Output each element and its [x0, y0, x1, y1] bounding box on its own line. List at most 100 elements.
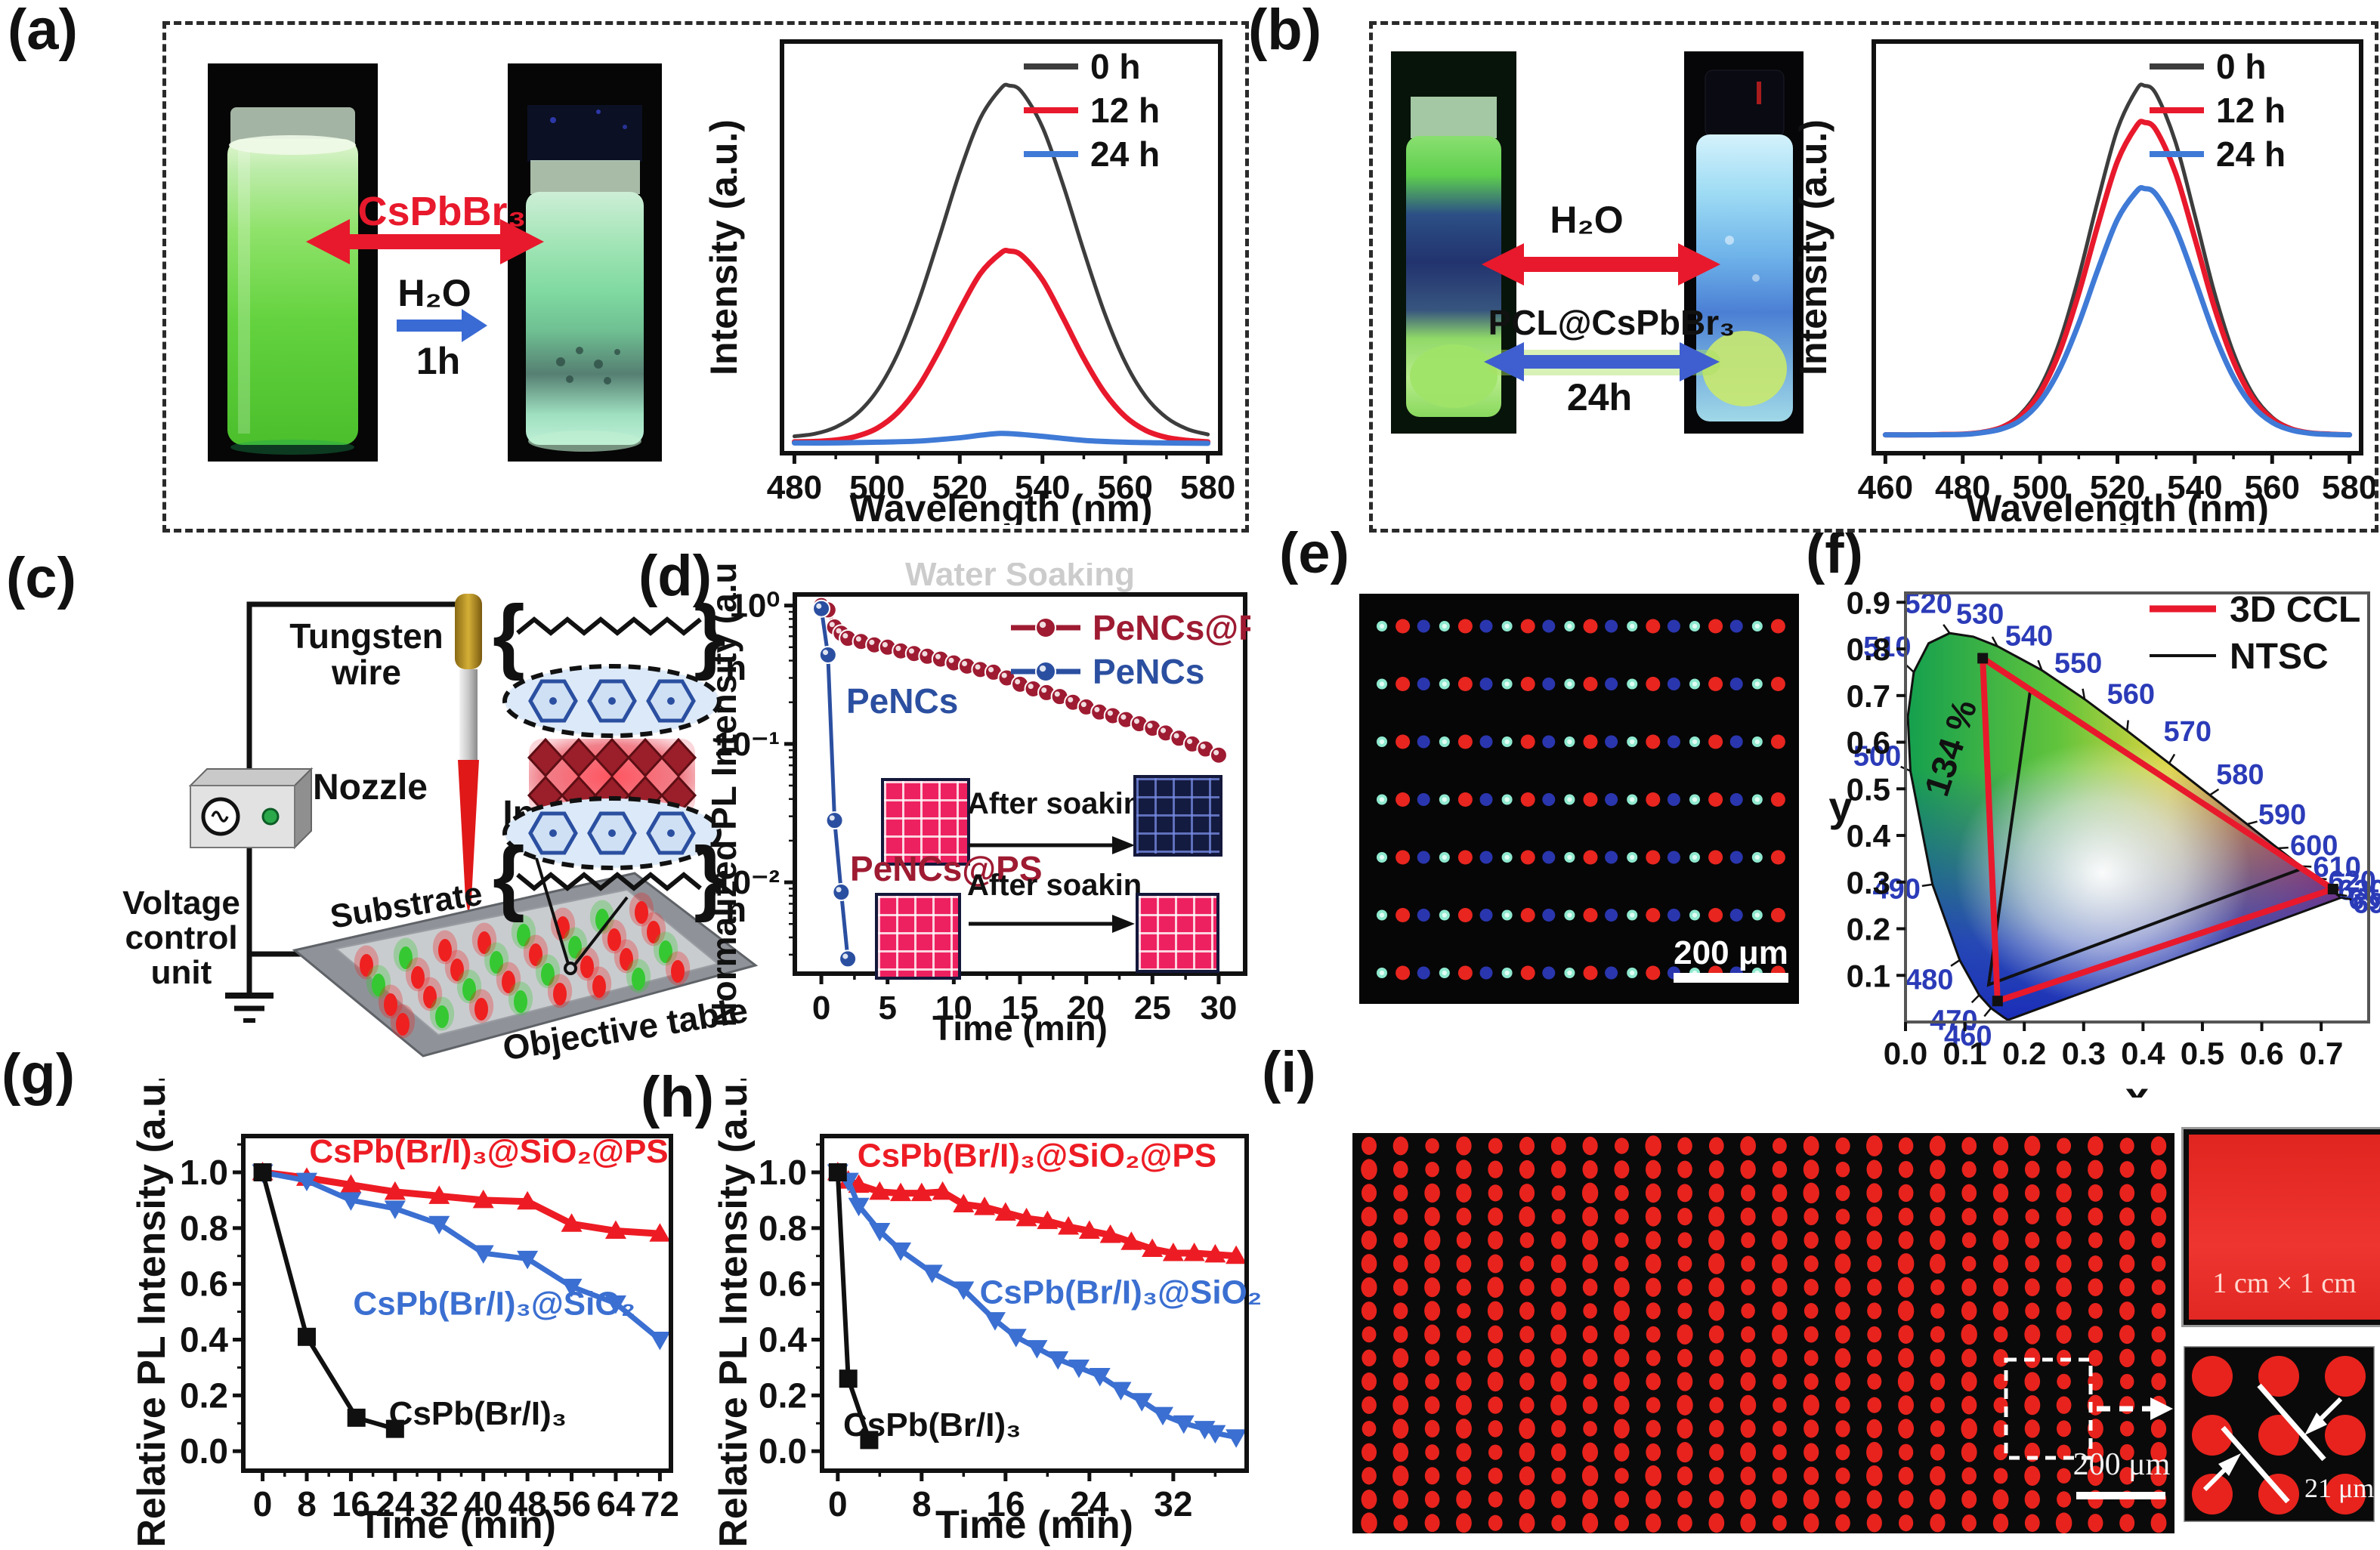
svg-text:550: 550 — [2054, 647, 2102, 679]
repeat-n-bottom: n — [725, 890, 746, 929]
svg-text:56: 56 — [552, 1484, 591, 1524]
svg-text:0.2: 0.2 — [1847, 912, 1890, 947]
svg-text:Wavelength (nm): Wavelength (nm) — [850, 487, 1153, 529]
panel-d-plot-area: Water Soaking 0 5 10 15 20 25 30 10⁰ 10⁻¹ 10⁻² Time… — [704, 541, 1285, 1065]
svg-text:490: 490 — [1872, 874, 1920, 906]
svg-text:530: 530 — [1956, 598, 2004, 630]
svg-text:570: 570 — [2164, 716, 2212, 748]
measure-line-2 — [2221, 1425, 2290, 1504]
phenyl-row-top — [502, 664, 722, 738]
svg-text:20: 20 — [1068, 990, 1105, 1027]
polymer-chain-top — [516, 616, 702, 636]
pencs-after-photo — [1133, 775, 1222, 857]
chart-d-plot: Water Soaking 0 5 10 15 20 25 30 10⁰ 10⁻¹ 10⁻² Time… — [704, 541, 1285, 1048]
svg-text:0.3: 0.3 — [1847, 865, 1890, 900]
svg-text:540: 540 — [2005, 620, 2053, 652]
svg-text:24: 24 — [1070, 1484, 1109, 1524]
red-double-arrow — [306, 219, 544, 264]
after-soaking-text-2: After soaking — [967, 869, 1141, 902]
panel-i-letter: (i) — [1262, 1040, 1316, 1104]
scalebar-label-e: 200 μm — [1674, 934, 1788, 971]
svg-text:Relative PL Intensity (a.u.): Relative PL Intensity (a.u.) — [718, 1079, 756, 1548]
nozzle-label: Nozzle — [313, 767, 428, 807]
svg-text:Time (min): Time (min) — [935, 1503, 1133, 1547]
inset-pointer-line — [573, 896, 629, 967]
svg-text:48: 48 — [508, 1484, 547, 1524]
svg-text:0.4: 0.4 — [759, 1320, 807, 1359]
vial-photo-before — [208, 63, 378, 462]
svg-text:PeNCs@PS: PeNCs@PS — [1093, 608, 1250, 647]
svg-text:1.0: 1.0 — [180, 1153, 228, 1192]
svg-text:Intensity (a.u.): Intensity (a.u.) — [703, 119, 745, 375]
svg-text:8: 8 — [912, 1484, 932, 1524]
svg-text:0.0: 0.0 — [180, 1431, 228, 1471]
svg-text:10: 10 — [935, 990, 972, 1027]
red-film-inset: 1 cm × 1 cm — [2184, 1129, 2380, 1325]
svg-text:580: 580 — [2216, 759, 2264, 791]
panel-b-box: H₂O PCL@CsPbBr₃ 24h 460 480 500 520 540 560 58… — [1369, 21, 2378, 533]
svg-text:CsPb(Br/I)₃@SiO₂@PS: CsPb(Br/I)₃@SiO₂@PS — [309, 1133, 668, 1170]
svg-text:690: 690 — [2353, 888, 2380, 919]
panel-c-letter: (c) — [6, 546, 76, 610]
h2o-label-b: H₂O — [1550, 199, 1623, 241]
dot-pitch-label: 21 μm — [2304, 1473, 2374, 1503]
svg-text:520: 520 — [2090, 469, 2145, 506]
panel-b-letter: (b) — [1248, 0, 1322, 62]
cspbbr3-label: CsPbBr₃ — [357, 189, 526, 234]
water-soaking-chart: Water Soaking 0 5 10 15 20 25 30 10⁰ 10⁻¹ 10⁻² Time… — [704, 541, 1285, 1048]
dot-zoom-inset: 21 μm — [2184, 1346, 2375, 1522]
power-led-icon — [261, 807, 280, 826]
svg-text:500: 500 — [2012, 469, 2067, 506]
time-1h-label: 1h — [416, 340, 460, 382]
scalebar-e — [1674, 973, 1788, 983]
ehd-printing-schematic: Tungsten wire Nozzle Ink Voltage control… — [122, 588, 759, 1060]
svg-text:}: } — [694, 588, 726, 681]
svg-text:10⁰: 10⁰ — [729, 588, 780, 625]
series-12h — [791, 248, 1211, 445]
pcl-cspbbr3-label: PCL@CsPbBr₃ — [1488, 303, 1736, 342]
series-CsPb(Br/I)3@SiO2 — [260, 1169, 663, 1342]
panel-a-content: CsPbBr₃ H₂O 1h 480 500 520 540 560 580 Wavelen… — [208, 39, 1235, 529]
svg-text:650: 650 — [2348, 884, 2380, 915]
chart-h-plot: 0 8 16 24 32 0.0 0.2 0.4 0.6 0.8 1.0 Time (min) Rela… — [718, 1079, 1262, 1548]
svg-text:16: 16 — [986, 1484, 1025, 1524]
svg-text:0.5: 0.5 — [2181, 1036, 2224, 1071]
svg-text:24: 24 — [376, 1484, 415, 1524]
svg-text:CsPb(Br/I)₃@SiO₂: CsPb(Br/I)₃@SiO₂ — [353, 1285, 635, 1322]
svg-text:0.9: 0.9 — [1847, 585, 1890, 620]
panel-a-letter: (a) — [8, 0, 78, 62]
svg-text:40: 40 — [464, 1484, 502, 1524]
panel-g-letter: (g) — [2, 1042, 76, 1107]
svg-text:0: 0 — [253, 1484, 273, 1524]
pl-spectrum-b: 460 480 500 520 540 560 580 Wavelength (nm) Inte… — [1794, 39, 2375, 525]
pencs-before-photo — [881, 778, 970, 866]
series-CsPb(Br/I)3@SiO2@PS — [259, 1169, 663, 1237]
svg-text:64: 64 — [596, 1484, 635, 1524]
svg-text:12 h: 12 h — [1090, 91, 1160, 130]
svg-text:0.2: 0.2 — [759, 1376, 807, 1415]
svg-text:0.4: 0.4 — [180, 1320, 228, 1359]
svg-text:0.3: 0.3 — [2062, 1036, 2106, 1071]
svg-text:0.7: 0.7 — [2299, 1036, 2343, 1071]
svg-text:540: 540 — [1015, 469, 1070, 506]
polymer-chain-bottom — [516, 872, 702, 891]
svg-text:0.2: 0.2 — [2002, 1036, 2046, 1071]
svg-text:0.6: 0.6 — [1847, 725, 1890, 761]
panel-d-letter: (d) — [638, 544, 712, 608]
ccl-gamut-triangle — [1979, 652, 2340, 1005]
svg-text:x: x — [2125, 1073, 2149, 1098]
scalebar-i — [2076, 1492, 2165, 1499]
pencsps-inset-label: PeNCs@PS — [850, 849, 1043, 888]
rgb-dot-array-image: 200 μm — [1359, 594, 1799, 1004]
svg-text:CsPb(Br/I)₃@SiO₂: CsPb(Br/I)₃@SiO₂ — [980, 1274, 1263, 1311]
svg-text:0.0: 0.0 — [759, 1431, 807, 1471]
tungsten-wire-label-2: wire — [331, 653, 401, 692]
svg-text:0.0: 0.0 — [1884, 1036, 1927, 1071]
panel-h-letter: (h) — [641, 1065, 715, 1129]
svg-text:CsPb(Br/I)₃: CsPb(Br/I)₃ — [843, 1406, 1021, 1443]
svg-text:520: 520 — [932, 469, 988, 506]
svg-text:0.7: 0.7 — [1847, 678, 1890, 714]
pl-spectrum-a: 480 500 520 540 560 580 Wavelength (nm) Intensi… — [703, 39, 1235, 529]
svg-text:0.8: 0.8 — [180, 1209, 228, 1248]
svg-text:460: 460 — [1858, 469, 1913, 506]
